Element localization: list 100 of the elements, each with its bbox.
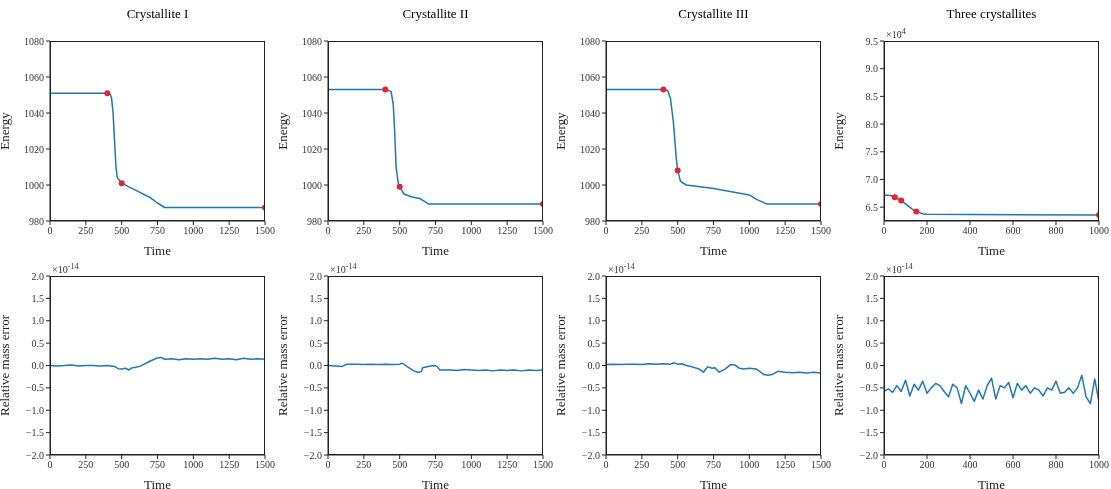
x-tick-label: 500 (670, 459, 686, 471)
y-tick-label: −1.5 (859, 427, 878, 439)
y-tick-label: −2.0 (581, 449, 600, 461)
y-tick-label: 980 (585, 215, 600, 227)
x-tick-label: 1000 (461, 225, 482, 237)
x-tick-label: 1000 (739, 459, 760, 471)
x-tick-label: 600 (1005, 459, 1021, 471)
x-tick-label: 1500 (533, 225, 553, 237)
x-axis-title: Time (978, 477, 1006, 489)
x-tick-label: 0 (603, 459, 609, 471)
y-tick-label: 7.5 (865, 146, 878, 158)
y-tick-label: 8.0 (865, 118, 878, 130)
x-tick-label: 0 (47, 459, 53, 471)
x-tick-label: 600 (1005, 225, 1021, 237)
y-tick-label: 6.5 (865, 201, 878, 213)
x-axis-title: Time (144, 243, 172, 258)
y-tick-label: −1.5 (303, 427, 322, 439)
y-tick-label: 2.0 (587, 270, 600, 282)
text: ×10$^{-14}$ (330, 262, 357, 276)
y-tick-label: 0.0 (587, 360, 600, 372)
chart-title: Crystallite I (125, 6, 190, 22)
x-tick-label: 250 (78, 459, 94, 471)
x-tick-label: 1250 (775, 225, 796, 237)
x-tick-label: 200 (919, 459, 935, 471)
x-tick-label: 750 (428, 459, 443, 471)
x-tick-label: 1000 (1089, 225, 1109, 237)
x-tick-label: 1250 (775, 459, 796, 471)
y-tick-label: 0.0 (31, 360, 44, 372)
x-tick-label: 200 (919, 225, 935, 237)
y-axis-title: Relative mass error (0, 314, 12, 417)
y-tick-label: 0.5 (865, 337, 878, 349)
chart-title: Crystallite III (677, 6, 750, 22)
y-tick-label: 1080 (580, 35, 600, 47)
chart-title: Three crystallites (945, 6, 1038, 22)
y-tick-label: 0.5 (309, 337, 322, 349)
x-tick-label: 1250 (219, 459, 240, 471)
text: ×10$^{-14}$ (886, 262, 913, 276)
y-tick-label: 1000 (302, 179, 322, 191)
x-tick-label: 0 (881, 459, 887, 471)
y-tick-label: 1.0 (865, 315, 878, 327)
y-tick-label: 1.5 (865, 292, 878, 304)
y-tick-label: 1020 (24, 143, 44, 155)
x-tick-label: 800 (1048, 459, 1064, 471)
y-tick-label: 1020 (580, 143, 600, 155)
text: ×10$^{-14}$ (608, 262, 635, 276)
x-tick-label: 400 (962, 225, 978, 237)
y-tick-label: −0.5 (859, 382, 878, 394)
y-axis-title: Energy (0, 111, 12, 150)
y-tick-label: 2.0 (865, 270, 878, 282)
x-tick-label: 250 (634, 225, 650, 237)
x-tick-label: 500 (114, 225, 130, 237)
text: ×10$^{4}$ (886, 27, 906, 41)
y-axis-title: Relative mass error (830, 314, 846, 417)
y-tick-label: 1000 (580, 179, 600, 191)
y-tick-label: −2.0 (25, 449, 44, 461)
y-axis-title: Energy (274, 111, 290, 150)
y-tick-label: 980 (307, 215, 322, 227)
x-tick-label: 800 (1048, 225, 1064, 237)
y-tick-label: 0.5 (31, 337, 44, 349)
y-tick-label: 0.0 (865, 360, 878, 372)
x-tick-label: 750 (150, 459, 165, 471)
x-tick-label: 1000 (1089, 459, 1109, 471)
x-tick-label: 1500 (255, 459, 275, 471)
y-tick-label: 0.5 (587, 337, 600, 349)
y-tick-label: −2.0 (859, 449, 878, 461)
x-tick-label: 0 (603, 225, 609, 237)
y-tick-label: 1080 (302, 35, 322, 47)
x-axis-title: Time (700, 243, 728, 258)
x-tick-label: 0 (881, 225, 887, 237)
y-tick-label: −1.5 (25, 427, 44, 439)
y-tick-label: 7.0 (865, 174, 878, 186)
x-axis-title: Time (422, 477, 450, 489)
y-tick-label: 1060 (24, 71, 44, 83)
y-tick-label: 1080 (24, 35, 44, 47)
y-tick-label: 1040 (24, 107, 44, 119)
y-tick-label: 1060 (580, 71, 600, 83)
x-tick-label: 1250 (497, 459, 518, 471)
x-axis-title: Time (978, 243, 1006, 258)
x-tick-label: 1000 (739, 225, 760, 237)
x-tick-label: 750 (428, 225, 443, 237)
x-tick-label: 250 (356, 225, 372, 237)
y-tick-label: −0.5 (581, 382, 600, 394)
text: ×10$^{-14}$ (52, 262, 79, 276)
x-axis-title: Time (422, 243, 450, 258)
x-tick-label: 1500 (255, 225, 275, 237)
x-tick-label: 1500 (533, 459, 553, 471)
y-axis-title: Relative mass error (552, 314, 568, 417)
y-tick-label: 1.5 (587, 292, 600, 304)
x-tick-label: 1000 (183, 225, 204, 237)
y-tick-label: 9.5 (865, 35, 878, 47)
x-tick-label: 500 (392, 225, 408, 237)
x-tick-label: 250 (78, 225, 94, 237)
y-tick-label: 1.5 (31, 292, 44, 304)
y-tick-label: −1.0 (303, 404, 322, 416)
y-tick-label: 1.0 (309, 315, 322, 327)
y-axis-title: Energy (552, 111, 568, 150)
x-tick-label: 250 (356, 459, 372, 471)
y-tick-label: 2.0 (31, 270, 44, 282)
x-tick-label: 750 (150, 225, 165, 237)
x-tick-label: 500 (670, 225, 686, 237)
